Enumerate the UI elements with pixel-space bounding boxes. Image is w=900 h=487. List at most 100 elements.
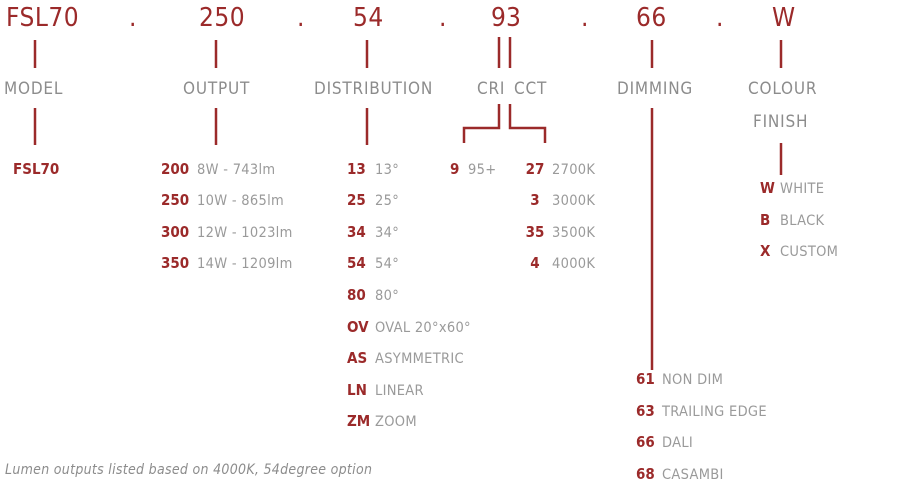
code-cri: 9 (491, 3, 507, 33)
heading-model: MODEL (4, 79, 64, 99)
list-item: 25 25° (347, 190, 399, 209)
option-code: 66 (636, 433, 655, 451)
option-desc: OVAL 20°x60° (375, 320, 471, 336)
list-item: 250 10W - 865lm (161, 190, 284, 209)
cct-bracket (508, 104, 547, 143)
list-item: 3 3000K (524, 190, 595, 209)
option-desc: 80° (375, 288, 400, 304)
option-desc: 34° (375, 225, 400, 241)
list-item: 300 12W - 1023lm (161, 222, 293, 241)
list-item: 4 4000K (524, 253, 595, 272)
heading-colour: COLOUR (748, 79, 818, 99)
list-item: B BLACK (760, 210, 824, 229)
heading-cct: CCT (514, 79, 548, 99)
code-colour: W (772, 3, 796, 33)
option-desc: DALI (662, 435, 694, 451)
list-item: 34 34° (347, 222, 399, 241)
option-code: 200 (161, 160, 190, 178)
option-code: 350 (161, 254, 190, 272)
option-code: 250 (161, 191, 190, 209)
option-code: 35 (525, 223, 545, 241)
option-code: LN (347, 381, 367, 399)
option-code: 80 (347, 286, 366, 304)
option-code: 4 (530, 254, 540, 272)
list-item: 66 DALI (636, 432, 693, 451)
heading-dimming: DIMMING (617, 79, 694, 99)
list-item: 63 TRAILING EDGE (636, 401, 767, 420)
list-item: FSL70 (13, 159, 59, 178)
option-code: 300 (161, 223, 190, 241)
option-code: 9 (450, 160, 460, 178)
option-desc: WHITE (780, 181, 825, 197)
list-item: 68 CASAMBI (636, 464, 724, 483)
list-item: 350 14W - 1209lm (161, 253, 293, 272)
option-desc: LINEAR (375, 383, 424, 399)
option-desc: BLACK (780, 213, 825, 229)
code-separator: . (581, 3, 589, 33)
heading-distribution: DISTRIBUTION (314, 79, 434, 99)
list-item: 9 95+ (450, 159, 496, 178)
option-desc: CASAMBI (662, 467, 724, 483)
option-desc: 13° (375, 162, 400, 178)
code-separator: . (129, 3, 137, 33)
option-desc: 54° (375, 256, 400, 272)
option-code: X (760, 242, 771, 260)
option-desc: CUSTOM (780, 244, 839, 260)
option-code: ZM (347, 412, 371, 430)
option-code: 63 (636, 402, 655, 420)
option-code: 34 (347, 223, 366, 241)
footnote: Lumen outputs listed based on 4000K, 54d… (5, 462, 373, 478)
option-code: 61 (636, 370, 655, 388)
list-item: W WHITE (760, 178, 824, 197)
list-item: 54 54° (347, 253, 399, 272)
code-cct: 3 (506, 3, 522, 33)
option-desc: 3000K (552, 193, 596, 209)
list-item: OV OVAL 20°x60° (347, 317, 471, 336)
option-desc: 4000K (552, 256, 596, 272)
option-desc: ZOOM (375, 414, 417, 430)
code-model: FSL70 (6, 3, 80, 33)
option-desc: TRAILING EDGE (662, 404, 767, 420)
option-desc: 10W - 865lm (197, 193, 285, 209)
list-item: 35 3500K (524, 222, 595, 241)
option-code: 68 (636, 465, 655, 483)
option-code: B (760, 211, 771, 229)
option-desc: 12W - 1023lm (197, 225, 293, 241)
option-code: 13 (347, 160, 366, 178)
list-item: 61 NON DIM (636, 369, 723, 388)
option-desc: 3500K (552, 225, 596, 241)
code-separator: . (297, 3, 305, 33)
code-distribution: 54 (353, 3, 384, 33)
option-code: FSL70 (13, 160, 60, 178)
option-desc: 95+ (468, 162, 497, 178)
list-item: LN LINEAR (347, 380, 424, 399)
option-code: 3 (530, 191, 540, 209)
option-desc: NON DIM (662, 372, 724, 388)
list-item: 80 80° (347, 285, 399, 304)
option-code: AS (347, 349, 368, 367)
option-desc: ASYMMETRIC (375, 351, 464, 367)
list-item: 13 13° (347, 159, 399, 178)
list-item: 27 2700K (524, 159, 595, 178)
code-separator: . (439, 3, 447, 33)
option-desc: 14W - 1209lm (197, 256, 293, 272)
code-separator: . (716, 3, 724, 33)
option-code: W (760, 179, 775, 197)
option-desc: 2700K (552, 162, 596, 178)
heading-output: OUTPUT (183, 79, 251, 99)
list-item: X CUSTOM (760, 241, 838, 260)
code-dimming: 66 (636, 3, 667, 33)
list-item: AS ASYMMETRIC (347, 348, 464, 367)
option-desc: 25° (375, 193, 400, 209)
list-item: ZM ZOOM (347, 411, 417, 430)
code-output: 250 (199, 3, 246, 33)
option-code: OV (347, 318, 369, 336)
list-item: 200 8W - 743lm (161, 159, 275, 178)
cri-bracket (462, 104, 501, 143)
option-code: 27 (525, 160, 545, 178)
option-code: 25 (347, 191, 366, 209)
heading-cri: CRI (477, 79, 506, 99)
heading-finish: FINISH (753, 112, 809, 132)
option-code: 54 (347, 254, 366, 272)
